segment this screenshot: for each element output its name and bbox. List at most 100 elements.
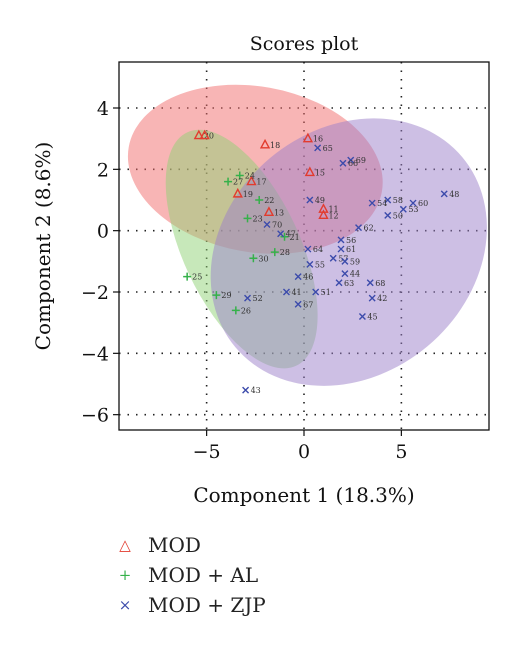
data-point xyxy=(302,132,314,143)
point-label: 29 xyxy=(221,291,231,300)
data-point xyxy=(183,272,192,281)
data-point xyxy=(277,230,285,238)
data-point xyxy=(355,224,363,232)
point-label: 68 xyxy=(375,279,385,288)
data-point xyxy=(409,199,417,207)
x-mark-icon: × xyxy=(118,596,132,614)
point-label: 65 xyxy=(323,144,333,153)
data-point xyxy=(304,245,312,253)
triangle-icon: △ xyxy=(119,536,131,554)
point-label: 15 xyxy=(315,168,325,177)
data-point xyxy=(384,196,392,204)
data-point xyxy=(304,166,316,177)
data-point xyxy=(242,386,250,394)
point-label: 49 xyxy=(315,196,325,205)
legend-label: MOD + AL xyxy=(148,563,259,587)
point-label: 27 xyxy=(233,178,243,187)
data-point xyxy=(232,187,243,198)
point-label: 22 xyxy=(264,196,274,205)
point-label: 58 xyxy=(393,196,403,205)
x-axis-label: Component 1 (18.3%) xyxy=(193,483,414,507)
data-point xyxy=(306,196,314,204)
point-label: 44 xyxy=(350,270,360,279)
point-label: 53 xyxy=(408,205,418,214)
point-label: 43 xyxy=(251,386,261,395)
point-label: 12 xyxy=(328,211,338,220)
point-label: 59 xyxy=(350,257,360,266)
data-point xyxy=(270,248,279,257)
data-point xyxy=(306,260,314,268)
point-label: 18 xyxy=(270,141,280,150)
point-label: 23 xyxy=(253,214,263,223)
data-point xyxy=(358,313,366,321)
point-label: 56 xyxy=(346,236,356,245)
data-point xyxy=(366,279,374,287)
y-tick-label: −4 xyxy=(81,343,109,365)
point-label: 62 xyxy=(364,224,374,233)
data-point xyxy=(368,199,376,207)
data-point xyxy=(341,270,349,278)
point-label: 13 xyxy=(274,208,284,217)
data-point xyxy=(193,129,205,140)
data-point xyxy=(399,205,407,213)
data-point xyxy=(294,300,302,308)
data-point xyxy=(294,273,302,281)
data-point xyxy=(263,221,271,229)
point-label: 19 xyxy=(243,190,253,199)
point-label: 11 xyxy=(328,205,338,214)
point-label: 28 xyxy=(280,248,290,257)
data-point xyxy=(243,214,252,223)
data-point xyxy=(312,288,320,296)
data-point xyxy=(337,245,345,253)
point-label: 60 xyxy=(418,199,428,208)
point-label: 45 xyxy=(367,313,377,322)
data-point xyxy=(224,177,233,186)
y-tick-label: −2 xyxy=(81,282,109,304)
point-label: 24 xyxy=(245,171,255,180)
point-label: 30 xyxy=(258,254,268,263)
data-point xyxy=(339,159,347,167)
legend-label: MOD xyxy=(148,533,201,557)
data-point xyxy=(255,196,264,204)
y-axis-label: Component 2 (8.6%) xyxy=(31,142,55,351)
point-label: 54 xyxy=(377,199,387,208)
point-label: 70 xyxy=(272,221,282,230)
x-tick-label: 5 xyxy=(395,441,407,463)
point-label: 20 xyxy=(204,132,214,141)
data-point xyxy=(440,190,448,198)
data-point xyxy=(249,254,258,263)
confidence-ellipse xyxy=(210,118,487,386)
point-label: 67 xyxy=(303,300,313,309)
point-label: 17 xyxy=(256,178,266,187)
point-label: 46 xyxy=(303,273,313,282)
legend-label: MOD + ZJP xyxy=(148,593,266,617)
point-label: 52 xyxy=(253,294,263,303)
data-point xyxy=(341,257,349,265)
point-label: 63 xyxy=(344,279,354,288)
data-point xyxy=(368,294,376,302)
point-label: 42 xyxy=(377,294,387,303)
y-tick-label: −6 xyxy=(81,405,109,427)
data-point xyxy=(235,171,244,180)
point-label: 51 xyxy=(321,288,331,297)
point-label: 16 xyxy=(313,135,323,144)
y-tick-label: 0 xyxy=(97,221,109,243)
point-label: 26 xyxy=(241,306,251,315)
data-point xyxy=(337,236,345,244)
point-label: 69 xyxy=(356,156,366,165)
data-point xyxy=(259,138,271,149)
chart-title: Scores plot xyxy=(250,33,359,55)
point-label: 47 xyxy=(286,230,296,239)
data-point xyxy=(318,209,329,220)
point-label: 48 xyxy=(449,190,459,199)
point-label: 64 xyxy=(313,245,323,254)
data-point xyxy=(199,129,210,140)
data-point xyxy=(329,254,337,262)
point-label: 66 xyxy=(348,159,358,168)
point-label: 21 xyxy=(290,233,300,242)
plus-icon: + xyxy=(118,566,132,584)
data-point xyxy=(246,175,257,186)
